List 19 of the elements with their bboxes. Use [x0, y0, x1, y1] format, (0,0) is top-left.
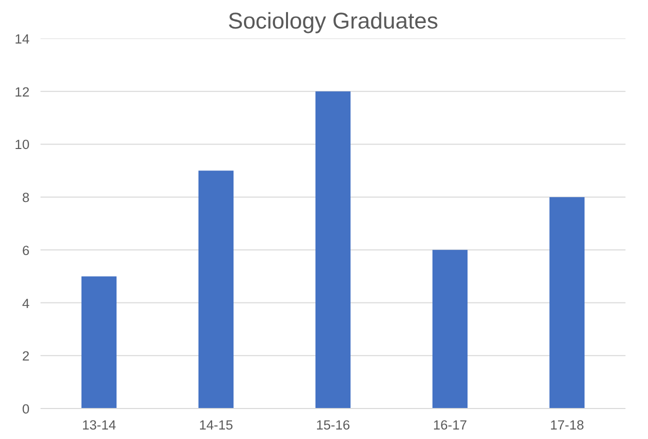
x-tick-label: 13-14: [82, 418, 117, 432]
x-tick-label: 14-15: [198, 418, 234, 432]
bar: [432, 250, 468, 408]
y-tick-label: 12: [14, 84, 30, 100]
x-tick-label: 17-18: [550, 418, 584, 432]
y-tick-label: 6: [22, 242, 30, 258]
y-tick-label: 8: [22, 190, 30, 206]
y-tick-label: 14: [14, 32, 30, 46]
bar: [198, 170, 234, 408]
bar: [315, 91, 351, 408]
y-tick-label: 2: [22, 348, 30, 364]
x-tick-label: 15-16: [316, 418, 350, 432]
chart-title: Sociology Graduates: [228, 8, 438, 34]
bar: [549, 197, 585, 408]
y-tick-label: 10: [14, 137, 30, 152]
y-tick-label: 0: [22, 402, 30, 416]
x-tick-label: 16-17: [432, 418, 468, 432]
y-tick-label: 4: [22, 296, 30, 311]
bar: [81, 276, 117, 408]
